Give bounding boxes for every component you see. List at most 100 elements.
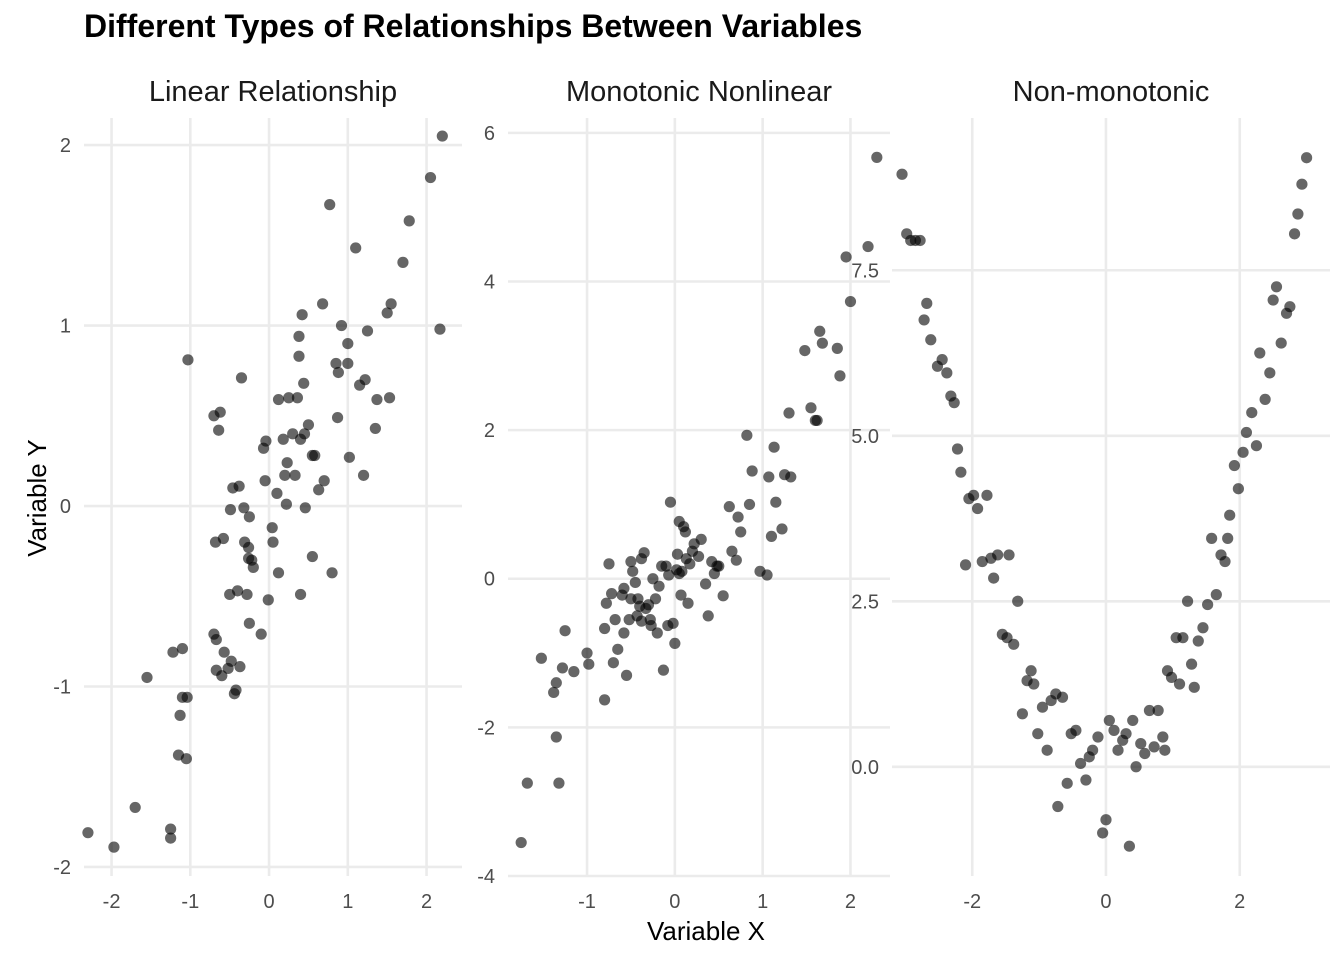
- data-point: [182, 354, 194, 366]
- data-point: [272, 567, 285, 579]
- data-point: [951, 443, 964, 455]
- data-point: [294, 588, 307, 601]
- data-point: [224, 504, 237, 516]
- data-point: [971, 502, 984, 515]
- data-point: [313, 484, 325, 496]
- x-tick-label: 0: [1100, 891, 1111, 913]
- data-point: [1237, 446, 1249, 458]
- data-point: [165, 832, 177, 844]
- y-tick-label: 2: [484, 420, 495, 442]
- data-point: [559, 625, 571, 637]
- data-point: [230, 684, 242, 696]
- data-point: [210, 633, 222, 646]
- data-point: [1103, 714, 1115, 727]
- data-point: [357, 469, 370, 481]
- data-point: [283, 392, 295, 404]
- data-point: [1173, 678, 1186, 690]
- data-point: [371, 393, 383, 406]
- data-point: [1246, 406, 1258, 419]
- data-point: [840, 251, 852, 263]
- data-point: [176, 643, 189, 655]
- data-point: [776, 523, 788, 535]
- data-point: [1056, 691, 1069, 703]
- x-tick-label: 2: [845, 891, 856, 913]
- data-point: [350, 242, 362, 254]
- data-point: [167, 646, 179, 658]
- data-point: [1222, 532, 1234, 544]
- data-point: [1123, 840, 1135, 852]
- data-point: [515, 836, 527, 849]
- data-point: [342, 357, 354, 370]
- data-point: [335, 319, 348, 332]
- data-point: [242, 541, 255, 554]
- data-point: [609, 614, 621, 626]
- data-point: [1165, 671, 1178, 683]
- data-point: [1097, 827, 1109, 839]
- data-point: [1177, 632, 1189, 644]
- y-tick-label: -4: [477, 866, 495, 888]
- data-point: [959, 559, 972, 571]
- data-point: [1074, 757, 1087, 770]
- data-point: [342, 337, 354, 350]
- data-point: [702, 610, 714, 622]
- data-point: [397, 256, 409, 268]
- data-point: [627, 565, 639, 577]
- data-point: [1003, 549, 1015, 561]
- data-point: [556, 662, 569, 674]
- data-point: [1100, 814, 1112, 826]
- data-point: [309, 449, 321, 462]
- data-point: [1108, 724, 1120, 736]
- data-point: [834, 370, 846, 382]
- data-point: [638, 547, 650, 559]
- facet-title: Non-monotonic: [1013, 76, 1210, 108]
- data-point: [174, 709, 186, 721]
- data-point: [811, 414, 823, 427]
- data-point: [988, 572, 1000, 584]
- data-point: [1197, 622, 1209, 634]
- data-point: [272, 393, 285, 406]
- facet-title: Monotonic Nonlinear: [566, 76, 832, 108]
- data-point: [664, 496, 677, 508]
- y-tick-label: 0: [60, 496, 71, 518]
- data-point: [1041, 744, 1053, 756]
- data-point: [635, 615, 648, 627]
- data-point: [331, 411, 344, 424]
- data-point: [259, 475, 271, 487]
- data-point: [814, 325, 826, 337]
- y-tick-label: 6: [484, 123, 495, 145]
- data-point: [726, 545, 738, 557]
- data-point: [583, 658, 595, 670]
- data-point: [598, 694, 611, 706]
- data-point: [1070, 724, 1082, 736]
- data-point: [967, 489, 980, 501]
- data-point: [108, 841, 120, 853]
- data-point: [238, 502, 250, 514]
- x-axis-title: Variable X: [647, 916, 765, 946]
- data-point: [1275, 337, 1287, 349]
- data-point: [618, 582, 630, 595]
- data-point: [361, 325, 374, 337]
- data-point: [1259, 393, 1271, 405]
- data-point: [247, 561, 259, 573]
- data-point: [732, 511, 744, 523]
- data-point: [918, 314, 930, 326]
- y-tick-label: 0: [484, 569, 495, 591]
- data-point: [663, 569, 675, 581]
- y-tick-label: 4: [484, 271, 495, 293]
- data-point: [280, 498, 292, 510]
- data-point: [667, 617, 679, 629]
- data-point: [233, 480, 245, 492]
- data-point: [936, 354, 948, 366]
- data-point: [649, 593, 662, 605]
- data-point: [291, 392, 304, 404]
- data-point: [871, 151, 883, 163]
- data-point: [332, 366, 344, 379]
- data-point: [302, 419, 315, 431]
- data-point: [713, 560, 725, 572]
- x-tick-label: 2: [421, 891, 432, 913]
- x-tick-label: 2: [1234, 891, 1245, 913]
- data-point: [763, 471, 775, 483]
- panel-3: -2 0 2 0.0 2.5 5.0 7.5 Non-monotonic: [851, 76, 1330, 913]
- data-point: [306, 550, 318, 563]
- data-point: [296, 309, 308, 321]
